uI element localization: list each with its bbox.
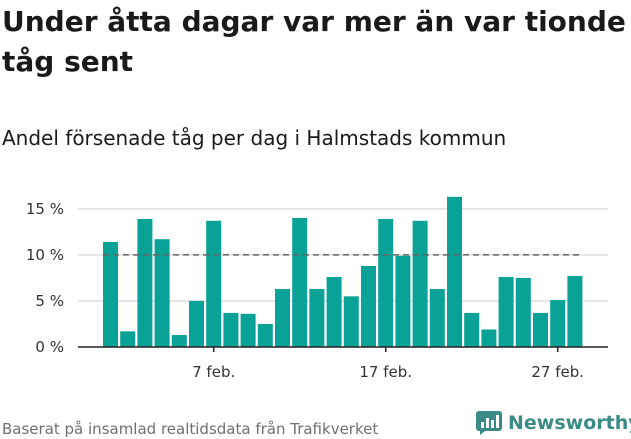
bar — [223, 312, 239, 347]
bars — [103, 196, 583, 347]
bar — [395, 255, 411, 347]
y-tick-label: 10 % — [26, 246, 64, 264]
chart-title: Under åtta dagar var mer än var tionde t… — [2, 5, 626, 78]
bar — [257, 323, 273, 347]
bar — [498, 276, 514, 347]
bar — [447, 196, 462, 347]
bar — [137, 218, 153, 347]
bar — [550, 300, 566, 347]
x-tick-label: 7 feb. — [192, 363, 235, 381]
bar — [378, 218, 394, 347]
bar — [309, 288, 325, 347]
bar — [292, 218, 308, 347]
bar — [533, 312, 548, 347]
y-tick-label: 15 % — [26, 200, 64, 218]
bar — [429, 288, 445, 347]
bar — [515, 277, 531, 347]
source-note: Baserat på insamlad realtidsdata från Tr… — [2, 420, 379, 438]
bar — [275, 288, 290, 347]
bar-chart: 0 % 5 % 10 % 15 % 7 feb. 17 feb. 27 feb. — [26, 196, 608, 381]
bar — [103, 241, 118, 347]
brand-name: Newsworthy — [508, 412, 631, 434]
x-tick-label: 17 feb. — [359, 363, 412, 381]
bar — [464, 312, 480, 347]
bar — [326, 276, 342, 347]
y-tick-label: 5 % — [35, 292, 64, 310]
bar — [154, 239, 170, 347]
bar — [206, 220, 222, 347]
bar — [481, 329, 497, 347]
y-tick-label: 0 % — [35, 338, 64, 356]
x-tick-label: 27 feb. — [531, 363, 584, 381]
bar — [343, 296, 359, 347]
newsworthy-logo-icon — [476, 411, 502, 435]
bar — [189, 300, 204, 347]
bar — [567, 276, 583, 347]
bar — [240, 313, 256, 347]
bar — [412, 220, 428, 347]
axes: 0 % 5 % 10 % 15 % 7 feb. 17 feb. 27 feb. — [26, 200, 608, 381]
bar — [120, 331, 136, 347]
chart-subtitle: Andel försenade tåg per dag i Halmstads … — [2, 126, 507, 150]
bar — [361, 265, 376, 347]
bar — [171, 335, 187, 347]
newsworthy-logo[interactable]: Newsworthy — [476, 407, 631, 439]
